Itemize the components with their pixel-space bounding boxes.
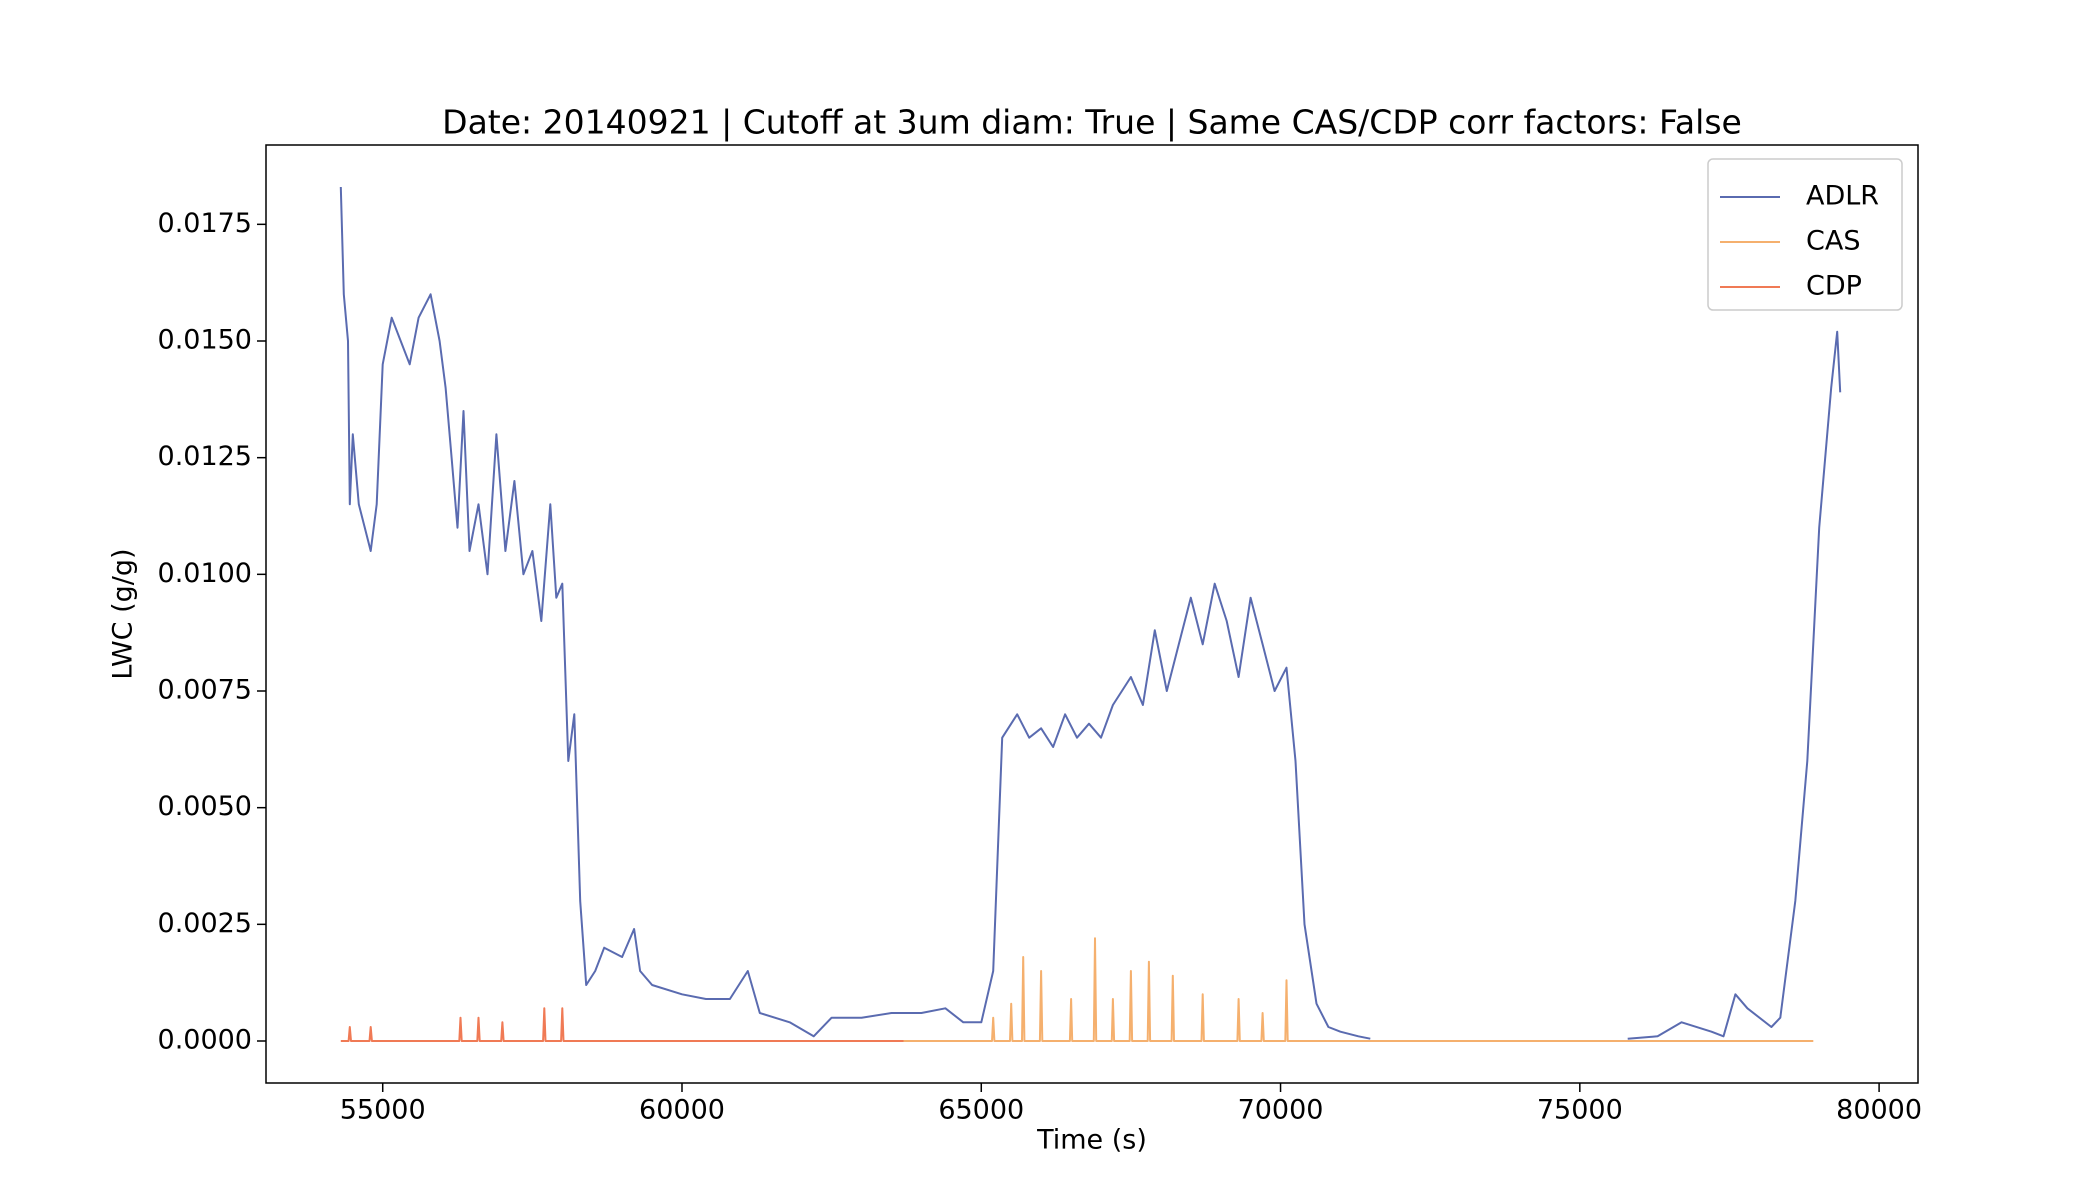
x-tick-label: 55000 bbox=[340, 1095, 426, 1126]
y-tick-label: 0.0025 bbox=[158, 908, 252, 939]
x-tick-label: 60000 bbox=[639, 1095, 725, 1126]
y-tick-label: 0.0100 bbox=[158, 558, 252, 589]
y-tick-label: 0.0075 bbox=[158, 675, 252, 706]
x-tick-label: 75000 bbox=[1537, 1095, 1623, 1126]
y-tick-label: 0.0175 bbox=[158, 208, 252, 239]
data-line bbox=[903, 937, 1814, 1042]
data-line bbox=[339, 186, 1842, 1040]
y-tick-label: 0.0125 bbox=[158, 441, 252, 472]
y-tick-label: 0.0050 bbox=[158, 791, 252, 822]
x-axis-label: Time (s) bbox=[1036, 1125, 1147, 1156]
x-tick-label: 70000 bbox=[1238, 1095, 1324, 1126]
y-tick-label: 0.0000 bbox=[158, 1025, 252, 1056]
legend: ADLR CAS CDP bbox=[1707, 158, 1903, 311]
x-tick-label: 80000 bbox=[1836, 1095, 1922, 1126]
x-tick-label: 65000 bbox=[938, 1095, 1024, 1126]
legend-label: CDP bbox=[1806, 271, 1862, 302]
legend-label: CAS bbox=[1806, 226, 1860, 257]
y-tick-label: 0.0150 bbox=[158, 325, 252, 356]
chart-title: Date: 20140921 | Cutoff at 3um diam: Tru… bbox=[442, 103, 1742, 142]
data-line bbox=[340, 1007, 904, 1042]
legend-label: ADLR bbox=[1806, 181, 1879, 212]
y-axis-label: LWC (g/g) bbox=[108, 548, 139, 679]
plot-frame bbox=[265, 144, 1919, 1084]
